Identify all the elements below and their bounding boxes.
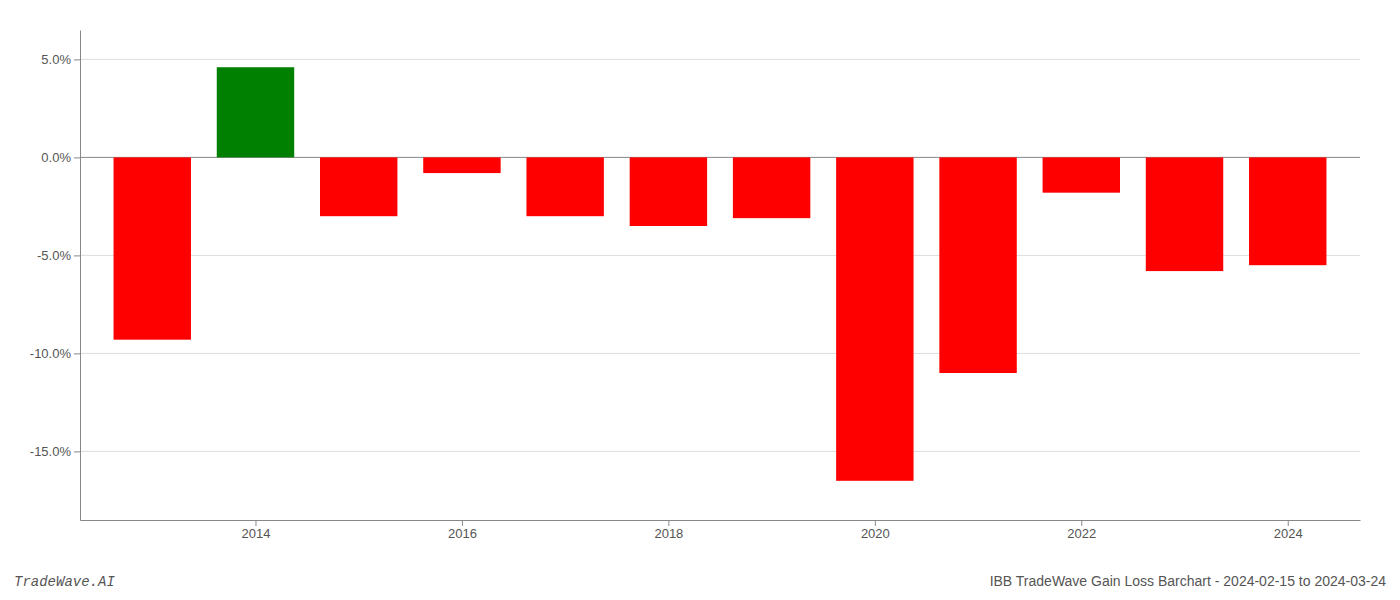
y-tick: 5.0% bbox=[41, 52, 80, 67]
y-tick: -10.0% bbox=[30, 346, 80, 361]
y-tick-mark bbox=[74, 451, 80, 452]
x-tick-label: 2020 bbox=[861, 526, 890, 541]
x-tick: 2020 bbox=[861, 520, 890, 541]
chart: 5.0% 0.0% -5.0% -10.0% -15.0% 2014 2016 2018 202… bbox=[0, 0, 1400, 600]
y-tick-label: 0.0% bbox=[41, 150, 71, 165]
y-axis: 5.0% 0.0% -5.0% -10.0% -15.0% bbox=[30, 31, 81, 521]
y-tick: -5.0% bbox=[37, 248, 80, 263]
grid bbox=[80, 59, 1360, 451]
plot: 5.0% 0.0% -5.0% -10.0% -15.0% 2014 2016 2018 202… bbox=[30, 31, 1361, 542]
x-axis: 2014 2016 2018 2020 2022 2024 bbox=[81, 520, 1361, 541]
bar bbox=[114, 157, 191, 339]
bar bbox=[423, 157, 500, 173]
grid-line bbox=[80, 353, 1360, 354]
x-tick: 2024 bbox=[1274, 520, 1303, 541]
x-tick: 2018 bbox=[654, 520, 683, 541]
x-tick-label: 2014 bbox=[242, 526, 271, 541]
bars bbox=[114, 67, 1327, 481]
bar bbox=[733, 157, 810, 218]
x-tick: 2016 bbox=[448, 520, 477, 541]
y-tick-label: -10.0% bbox=[30, 346, 72, 361]
bar bbox=[1146, 157, 1223, 271]
y-axis-line bbox=[80, 31, 81, 521]
x-tick-mark bbox=[875, 520, 876, 526]
x-tick-label: 2022 bbox=[1067, 526, 1096, 541]
x-axis-line bbox=[81, 520, 1361, 521]
grid-line bbox=[80, 451, 1360, 452]
y-tick-mark bbox=[74, 59, 80, 60]
x-tick-mark bbox=[668, 520, 669, 526]
x-tick: 2014 bbox=[242, 520, 271, 541]
bar bbox=[526, 157, 603, 216]
y-tick: -15.0% bbox=[30, 444, 80, 459]
footer-right: IBB TradeWave Gain Loss Barchart - 2024-… bbox=[990, 573, 1387, 589]
bar bbox=[939, 157, 1016, 373]
bar bbox=[1249, 157, 1326, 265]
x-tick: 2022 bbox=[1067, 520, 1096, 541]
y-tick-mark bbox=[74, 255, 80, 256]
y-tick-label: 5.0% bbox=[41, 52, 71, 67]
bar bbox=[836, 157, 913, 480]
x-tick-label: 2024 bbox=[1274, 526, 1303, 541]
footer: TradeWave.AI IBB TradeWave Gain Loss Barc… bbox=[14, 573, 1386, 590]
x-tick-label: 2018 bbox=[654, 526, 683, 541]
bar bbox=[1043, 157, 1120, 192]
x-tick-mark bbox=[462, 520, 463, 526]
bar bbox=[320, 157, 397, 216]
y-tick: 0.0% bbox=[41, 150, 80, 165]
y-tick-label: -15.0% bbox=[30, 444, 72, 459]
x-tick-mark bbox=[1081, 520, 1082, 526]
y-tick-mark bbox=[74, 353, 80, 354]
y-tick-mark bbox=[74, 157, 80, 158]
x-tick-mark bbox=[255, 520, 256, 526]
grid-line bbox=[80, 59, 1360, 60]
x-tick-mark bbox=[1288, 520, 1289, 526]
bar bbox=[217, 67, 294, 157]
bar bbox=[630, 157, 707, 226]
x-tick-label: 2016 bbox=[448, 526, 477, 541]
y-tick-label: -5.0% bbox=[37, 248, 71, 263]
footer-left: TradeWave.AI bbox=[14, 574, 115, 590]
